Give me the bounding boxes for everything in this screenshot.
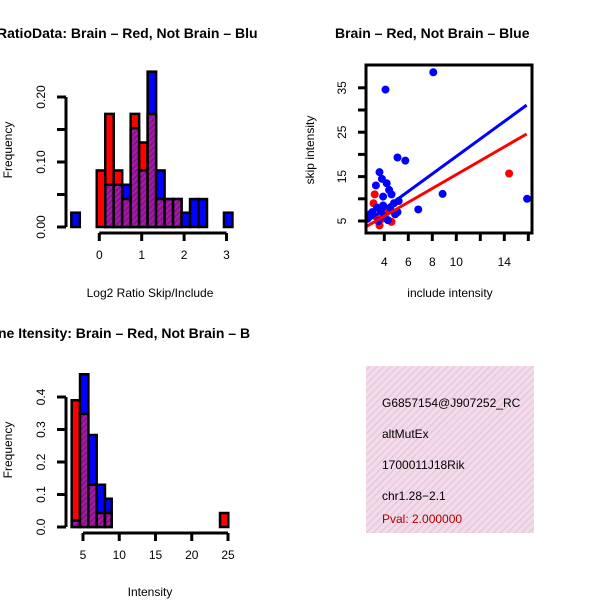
red-regression-line xyxy=(366,132,528,229)
chart-title: ne Itensity: Brain – Red, Not Brain – B xyxy=(0,325,250,341)
blue-point xyxy=(382,179,391,188)
chart-title: RatioData: Brain – Red, Not Brain – Blu xyxy=(0,25,258,41)
info-panel: G6857154@J907252_RC altMutEx 1700011J18R… xyxy=(366,366,534,533)
x-tick-label: 8 xyxy=(429,255,436,269)
x-axis-label: Intensity xyxy=(128,585,173,599)
x-tick-label: 15 xyxy=(149,548,163,562)
blue-point xyxy=(438,189,447,198)
overlap-bar xyxy=(146,112,158,229)
x-axis-label: Log2 Ratio Skip/Include xyxy=(87,286,214,300)
blue-point xyxy=(381,85,390,94)
y-tick-label: 0.3 xyxy=(34,421,48,438)
red-bar xyxy=(95,169,107,229)
overlap-bar xyxy=(103,511,113,529)
x-tick-label: 1 xyxy=(138,248,145,262)
ratio-histogram-panel: RatioData: Brain – Red, Not Brain – Blu 0… xyxy=(0,25,258,300)
x-tick-label: 10 xyxy=(113,548,127,562)
blue-point xyxy=(429,68,438,77)
info-gene: 1700011J18Rik xyxy=(382,458,466,472)
blue-point xyxy=(414,205,423,214)
y-tick-label: 0.2 xyxy=(34,453,48,470)
y-tick-label: 15 xyxy=(335,170,349,184)
overlap-bar xyxy=(137,169,149,229)
blue-point xyxy=(375,168,384,177)
x-tick-label: 3 xyxy=(223,248,230,262)
y-axis-label: Frequency xyxy=(1,422,15,479)
overlap-bar xyxy=(70,519,82,529)
x-axis-label: include intensity xyxy=(407,286,492,300)
y-tick-label: 0.10 xyxy=(34,150,48,174)
overlap-bar xyxy=(87,483,98,529)
red-bar xyxy=(70,399,82,529)
overlap-bar xyxy=(163,197,175,229)
x-tick-label: 25 xyxy=(221,548,235,562)
blue-bar xyxy=(188,197,200,229)
blue-bar xyxy=(70,211,82,229)
x-tick-label: 14 xyxy=(498,255,512,269)
y-tick-label: 25 xyxy=(335,125,349,139)
blue-point xyxy=(383,216,392,225)
y-tick-label: 0.00 xyxy=(34,215,48,239)
y-tick-label: 0.0 xyxy=(34,518,48,535)
y-tick-label: 0.4 xyxy=(34,388,48,405)
plot-area xyxy=(366,68,532,230)
overlap-bar xyxy=(129,126,141,229)
info-type: altMutEx xyxy=(382,427,429,441)
overlap-bar xyxy=(171,197,183,229)
chart-title: Brain – Red, Not Brain – Blue xyxy=(335,25,530,41)
red-point xyxy=(370,190,379,199)
overlap-bar xyxy=(120,197,132,229)
y-tick-label: 5 xyxy=(335,217,349,224)
plot-frame xyxy=(364,63,534,235)
overlap-bar xyxy=(78,412,90,529)
y-tick-label: 35 xyxy=(335,81,349,95)
y-tick-label: 0.20 xyxy=(34,85,48,109)
scatter-panel: Brain – Red, Not Brain – Blue 4 6 8 10 14 5 15 2… xyxy=(303,25,534,300)
x-tick-label: 2 xyxy=(181,248,188,262)
overlap-bar xyxy=(112,183,124,229)
x-tick-label: 0 xyxy=(96,248,103,262)
x-tick-label: 4 xyxy=(381,255,388,269)
blue-point xyxy=(387,190,396,199)
blue-point xyxy=(401,156,410,165)
info-id: G6857154@J907252_RC xyxy=(382,396,521,410)
red-point xyxy=(505,169,514,178)
y-tick-label: 0.1 xyxy=(34,486,48,503)
info-box xyxy=(366,366,534,533)
overlap-bar xyxy=(154,197,166,229)
intensity-histogram-panel: ne Itensity: Brain – Red, Not Brain – B 0… xyxy=(0,325,250,599)
blue-point xyxy=(379,192,388,201)
blue-point xyxy=(371,181,380,190)
x-tick-label: 5 xyxy=(80,548,87,562)
x-tick-label: 20 xyxy=(185,548,199,562)
blue-point xyxy=(393,153,402,162)
overlap-bar xyxy=(103,183,115,229)
info-pval: Pval: 2.000000 xyxy=(382,512,462,526)
y-axis-label: skip intensity xyxy=(303,116,317,185)
blue-bar xyxy=(180,211,192,229)
y-axis-label: Frequency xyxy=(1,122,15,179)
blue-bar xyxy=(197,197,209,229)
blue-bar xyxy=(222,211,234,229)
x-tick-label: 10 xyxy=(450,255,464,269)
x-tick-label: 6 xyxy=(405,255,412,269)
blue-regression-line xyxy=(366,103,528,224)
red-bar xyxy=(218,511,230,529)
info-location: chr1.28−2.1 xyxy=(382,489,446,503)
blue-point xyxy=(523,194,532,203)
